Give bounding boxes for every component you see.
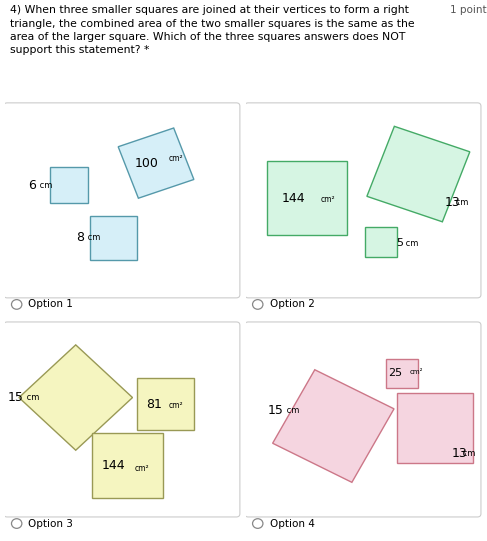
- Text: cm: cm: [85, 233, 100, 242]
- Circle shape: [12, 519, 22, 529]
- Text: Option 2: Option 2: [270, 299, 315, 309]
- Text: 4) When three smaller squares are joined at their vertices to form a right
trian: 4) When three smaller squares are joined…: [10, 5, 414, 55]
- Polygon shape: [137, 378, 194, 431]
- Text: cm²: cm²: [320, 195, 335, 204]
- Text: 1 point: 1 point: [450, 5, 487, 15]
- Polygon shape: [273, 370, 394, 483]
- Text: 15: 15: [268, 404, 284, 417]
- Text: cm: cm: [403, 239, 418, 248]
- Text: 6: 6: [28, 179, 36, 192]
- Circle shape: [253, 519, 263, 529]
- Text: 8: 8: [76, 231, 84, 244]
- Text: cm²: cm²: [169, 401, 184, 410]
- Text: cm: cm: [37, 181, 52, 189]
- Text: 15: 15: [8, 391, 24, 404]
- FancyBboxPatch shape: [245, 103, 481, 298]
- Polygon shape: [19, 345, 132, 450]
- Circle shape: [12, 300, 22, 309]
- Circle shape: [253, 300, 263, 309]
- Text: 144: 144: [281, 192, 305, 204]
- Text: 5: 5: [396, 238, 404, 248]
- Polygon shape: [365, 227, 396, 257]
- Text: 25: 25: [388, 368, 402, 379]
- Text: 13: 13: [444, 196, 460, 209]
- Text: Option 1: Option 1: [29, 299, 74, 309]
- Polygon shape: [118, 128, 194, 198]
- Polygon shape: [367, 127, 470, 222]
- Text: cm: cm: [24, 393, 39, 402]
- Polygon shape: [386, 359, 418, 388]
- Text: cm: cm: [460, 449, 475, 458]
- Text: cm²: cm²: [169, 154, 184, 163]
- FancyBboxPatch shape: [4, 103, 240, 298]
- Polygon shape: [50, 168, 88, 202]
- Text: cm²: cm²: [135, 464, 150, 473]
- Polygon shape: [92, 433, 163, 498]
- Text: cm: cm: [284, 406, 299, 415]
- Polygon shape: [267, 161, 348, 235]
- Text: 81: 81: [146, 398, 162, 411]
- Text: 13: 13: [451, 447, 467, 460]
- FancyBboxPatch shape: [4, 322, 240, 517]
- Text: Option 3: Option 3: [29, 518, 74, 529]
- Text: Option 4: Option 4: [270, 518, 315, 529]
- Polygon shape: [90, 216, 137, 260]
- Text: cm: cm: [452, 198, 468, 207]
- Text: 144: 144: [102, 459, 125, 472]
- Text: 100: 100: [134, 156, 159, 170]
- Text: cm²: cm²: [410, 370, 424, 375]
- Polygon shape: [397, 393, 473, 463]
- FancyBboxPatch shape: [245, 322, 481, 517]
